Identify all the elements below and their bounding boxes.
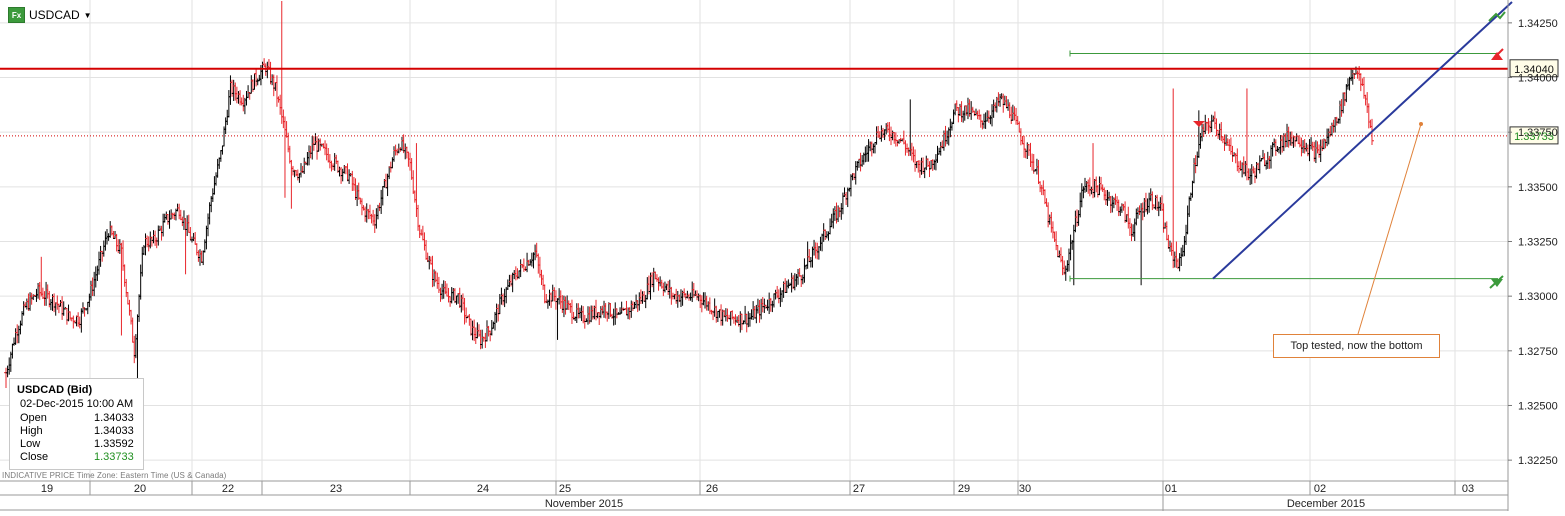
y-tick-label: 1.32500 bbox=[1518, 400, 1558, 412]
info-value: 1.34033 bbox=[94, 425, 134, 437]
x-tick-label: 23 bbox=[330, 483, 342, 495]
ohlc-bar bbox=[302, 157, 307, 174]
current-tag-text: 1.33733 bbox=[1514, 131, 1554, 143]
sell-marker-icon bbox=[1193, 121, 1205, 127]
alert-down-icon bbox=[1489, 275, 1504, 289]
fx-icon: Fx bbox=[8, 7, 25, 23]
info-title: USDCAD (Bid) bbox=[17, 384, 93, 396]
y-tick-label: 1.33750 bbox=[1518, 127, 1558, 139]
info-label: Open bbox=[20, 412, 47, 424]
info-label: Low bbox=[20, 438, 41, 450]
resistance-tag-box bbox=[1509, 59, 1559, 78]
y-tick-label: 1.34250 bbox=[1518, 18, 1558, 30]
info-label: Close bbox=[20, 451, 49, 463]
trend-up-glyph bbox=[1488, 11, 1506, 22]
x-tick-label: 25 bbox=[559, 483, 571, 495]
price-bars bbox=[4, 1, 1374, 388]
info-value: 1.33592 bbox=[94, 438, 134, 450]
x-tick-label: 19 bbox=[41, 483, 53, 495]
symbol-selector[interactable]: Fx USDCAD ▼ bbox=[8, 7, 92, 23]
info-value: 1.34033 bbox=[94, 412, 134, 424]
timezone-note: INDICATIVE PRICE Time Zone: Eastern Time… bbox=[2, 471, 227, 480]
ohlc-bar bbox=[1071, 224, 1076, 286]
resistance-price-tag: 1.34040 bbox=[1509, 59, 1559, 78]
month-label: November 2015 bbox=[545, 498, 623, 510]
x-tick-label: 03 bbox=[1462, 483, 1474, 495]
x-tick-label: 01 bbox=[1165, 483, 1177, 495]
x-tick-label: 20 bbox=[134, 483, 146, 495]
alert-up-icon bbox=[1491, 48, 1504, 60]
info-value: 1.33733 bbox=[94, 451, 134, 463]
alert-down-glyph bbox=[1491, 279, 1503, 287]
y-tick-label: 1.32250 bbox=[1518, 455, 1558, 467]
y-tick-label: 1.34000 bbox=[1518, 73, 1558, 85]
y-tick-label: 1.32750 bbox=[1518, 346, 1558, 358]
month-label: December 2015 bbox=[1287, 498, 1365, 510]
annotation-label[interactable]: Top tested, now the bottom bbox=[1273, 334, 1440, 358]
x-tick-label: 29 bbox=[958, 483, 970, 495]
alert-up-glyph-line bbox=[1495, 48, 1504, 57]
annotation-anchor-dot bbox=[1419, 122, 1423, 126]
annotation-connector bbox=[1357, 123, 1422, 335]
trend-up-icon bbox=[1488, 11, 1506, 22]
current-tag-box bbox=[1509, 126, 1559, 145]
chevron-down-icon[interactable]: ▼ bbox=[83, 10, 92, 20]
grid bbox=[0, 0, 1508, 481]
ohlc-info-panel: USDCAD (Bid) 02-Dec-2015 10:00 AM Open 1… bbox=[9, 378, 144, 470]
x-tick-label: 27 bbox=[853, 483, 865, 495]
x-tick-label: 30 bbox=[1019, 483, 1031, 495]
info-label: High bbox=[20, 425, 43, 437]
y-tick-label: 1.33500 bbox=[1518, 182, 1558, 194]
x-tick-label: 24 bbox=[477, 483, 489, 495]
x-tick-label: 22 bbox=[222, 483, 234, 495]
x-tick-label: 26 bbox=[706, 483, 718, 495]
current-price-tag: 1.33733 bbox=[1509, 126, 1559, 145]
trendline bbox=[1212, 1, 1513, 280]
symbol-label: USDCAD bbox=[29, 8, 80, 22]
y-tick-label: 1.33250 bbox=[1518, 237, 1558, 249]
resistance-tag-text: 1.34040 bbox=[1514, 64, 1554, 76]
alert-down-glyph-line bbox=[1489, 275, 1504, 289]
y-tick-label: 1.33000 bbox=[1518, 291, 1558, 303]
info-datetime: 02-Dec-2015 10:00 AM bbox=[20, 398, 134, 410]
overlays: 1.34040 1.33733 bbox=[0, 1, 1559, 335]
x-tick-label: 02 bbox=[1314, 483, 1326, 495]
